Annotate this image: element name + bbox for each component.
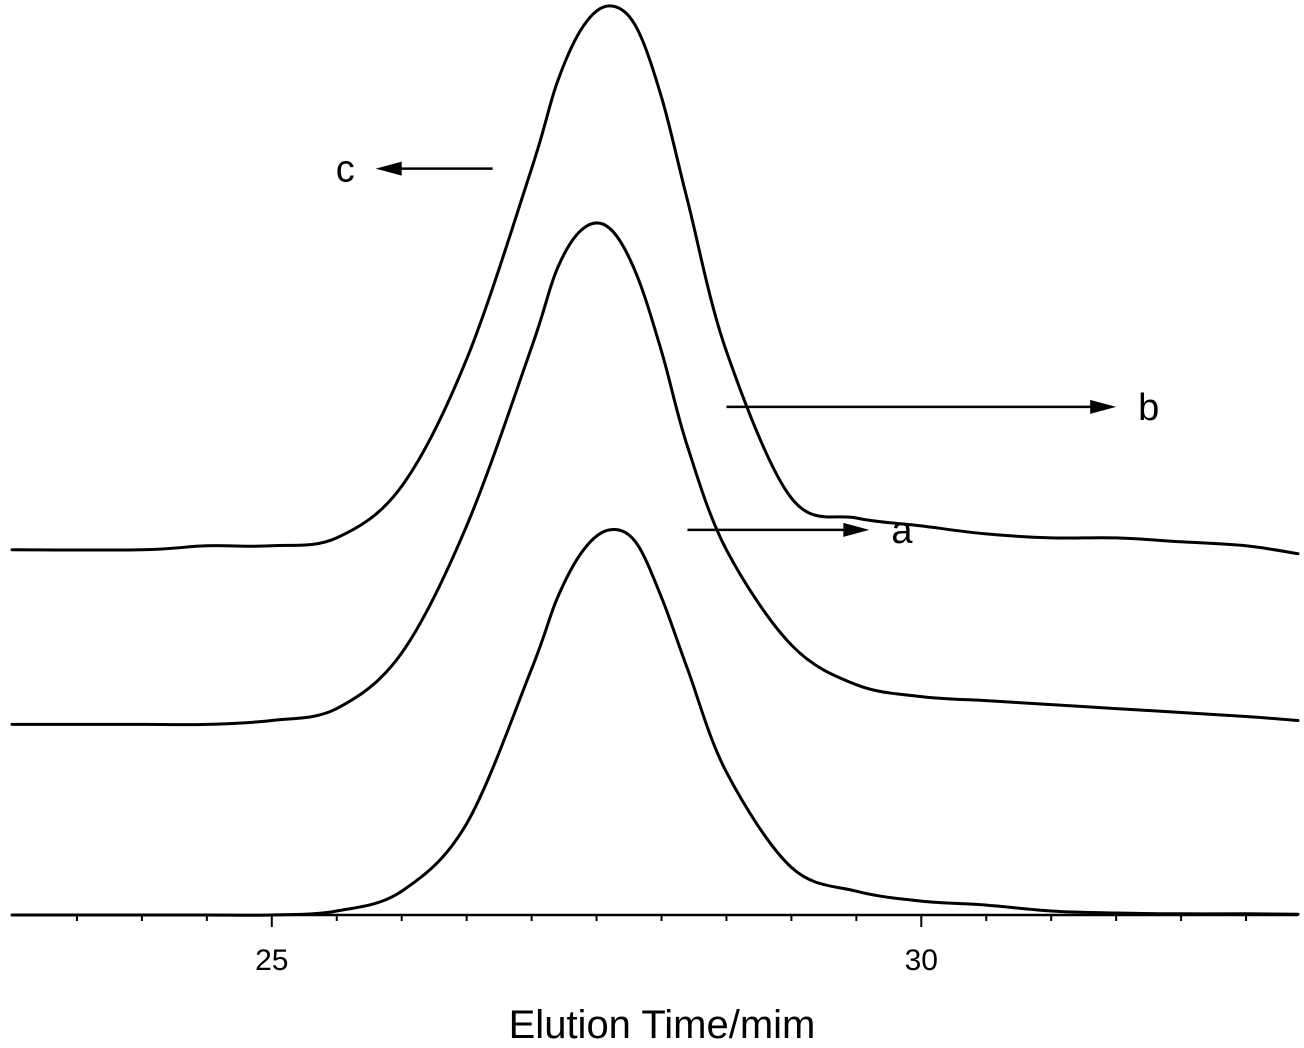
x-tick-label: 25 <box>255 944 288 977</box>
annotation-c: c <box>336 149 493 191</box>
annotation-label-b: b <box>1138 387 1159 429</box>
annotation-arrowhead <box>375 161 402 176</box>
series-a-line <box>10 528 1300 917</box>
annotation-arrowhead <box>843 522 870 537</box>
x-axis-ticks <box>75 915 1248 927</box>
x-tick-label: 30 <box>905 944 938 977</box>
annotation-label-c: c <box>336 149 355 191</box>
series-annotations: a b c <box>336 149 1160 552</box>
annotation-arrowhead <box>1090 399 1117 414</box>
x-axis-tick-labels: 25 30 <box>255 944 938 977</box>
annotation-label-a: a <box>891 510 913 552</box>
x-axis: 25 30 <box>12 913 1298 977</box>
series-curves <box>10 4 1300 917</box>
series-c-line <box>10 4 1300 556</box>
x-axis-title: Elution Time/mim <box>509 1003 816 1047</box>
annotation-b: b <box>726 387 1159 429</box>
annotation-a: a <box>687 510 913 552</box>
series-b-line <box>10 221 1300 727</box>
